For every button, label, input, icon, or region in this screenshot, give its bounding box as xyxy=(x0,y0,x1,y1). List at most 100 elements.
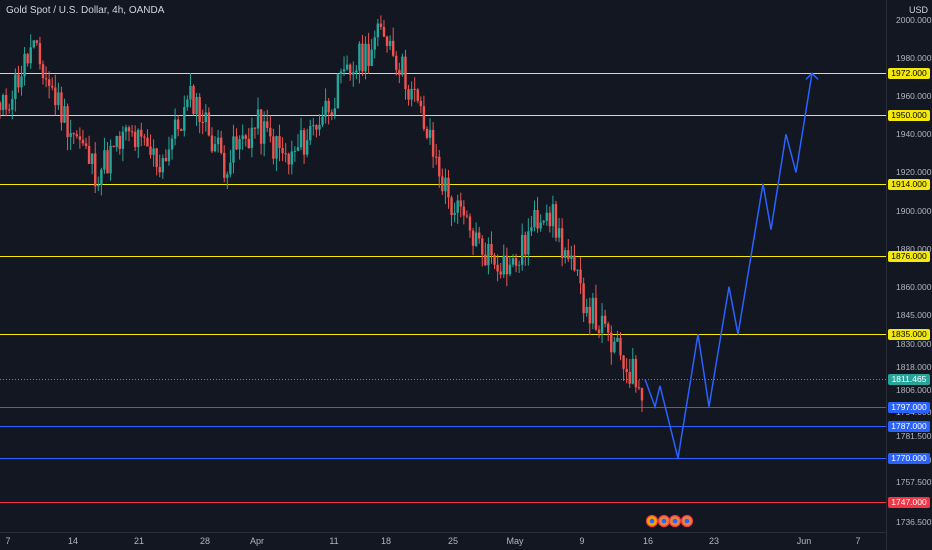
candle-body xyxy=(241,135,244,140)
candle-body xyxy=(564,250,567,258)
candle-body xyxy=(533,210,536,228)
candle-body xyxy=(545,212,548,221)
level-price-tag[interactable]: 1770.000 xyxy=(888,453,930,464)
level-price-tag[interactable]: 1747.000 xyxy=(888,497,930,508)
candle-body xyxy=(391,40,395,56)
symbol-title[interactable]: Gold Spot / U.S. Dollar, 4h, OANDA xyxy=(6,5,165,16)
candle-body xyxy=(542,220,545,223)
level-price-tag[interactable]: 1797.000 xyxy=(888,402,930,413)
time-tick-label: Apr xyxy=(249,536,265,546)
candle-body xyxy=(149,146,152,155)
price-tick-label: 1757.500 xyxy=(896,476,932,487)
candle-body xyxy=(484,254,487,266)
candle-body xyxy=(588,306,591,324)
candle-body xyxy=(192,85,195,115)
candle-body xyxy=(124,127,128,132)
candle-body xyxy=(422,106,426,129)
candle-body xyxy=(20,76,23,88)
candle-body xyxy=(189,85,192,100)
candle-body xyxy=(373,37,376,50)
time-tick-label: Jun xyxy=(796,536,812,546)
projection-path[interactable] xyxy=(644,73,813,459)
candle-body xyxy=(176,119,180,130)
candle-body xyxy=(585,306,588,314)
candle-body xyxy=(4,95,8,110)
candle-body xyxy=(266,121,269,128)
price-tick-label: 1920.000 xyxy=(896,167,932,178)
time-tick-label: 16 xyxy=(642,536,654,546)
candle-body xyxy=(468,216,472,231)
candle-body xyxy=(235,136,238,150)
chart-canvas[interactable]: Gold Spot / U.S. Dollar, 4h, OANDA xyxy=(0,0,886,532)
candle-body xyxy=(321,116,324,125)
candle-body xyxy=(416,89,419,101)
current-price-tag[interactable]: 1811.465 xyxy=(888,374,930,385)
price-tick-label: 1960.000 xyxy=(896,91,932,102)
time-tick-label: 23 xyxy=(708,536,720,546)
candle-body xyxy=(201,121,204,123)
candle-body xyxy=(1,95,5,111)
candle-body xyxy=(450,197,453,216)
candle-body xyxy=(579,269,582,284)
candle-body xyxy=(210,135,214,152)
candle-body xyxy=(213,144,217,152)
candle-body xyxy=(84,143,88,147)
chart-plot[interactable] xyxy=(0,0,886,532)
candle-body xyxy=(462,206,466,216)
candle-body xyxy=(296,147,300,151)
candle-body xyxy=(133,131,137,148)
economic-event-icon-center xyxy=(684,518,690,524)
candle-body xyxy=(628,372,631,384)
price-tick-label: 1781.500 xyxy=(896,431,932,442)
level-price-tag[interactable]: 1972.000 xyxy=(888,68,930,79)
time-axis[interactable] xyxy=(0,532,886,550)
candle-body xyxy=(158,167,161,173)
time-tick-label: 9 xyxy=(579,536,585,546)
candle-body xyxy=(155,148,158,168)
level-price-tag[interactable]: 1950.000 xyxy=(888,110,930,121)
candle-body xyxy=(121,131,125,149)
candle-body xyxy=(143,136,146,138)
candle-body xyxy=(140,129,143,137)
candle-body xyxy=(330,112,333,116)
candle-body xyxy=(465,215,469,217)
candle-body xyxy=(444,177,447,192)
level-price-tag[interactable]: 1787.000 xyxy=(888,421,930,432)
candle-body xyxy=(616,337,619,342)
candle-body xyxy=(438,156,441,177)
candle-body xyxy=(456,200,459,213)
candle-body xyxy=(567,250,570,259)
level-price-tag[interactable]: 1876.000 xyxy=(888,251,930,262)
price-tick-label: 1806.000 xyxy=(896,384,932,395)
candle-body xyxy=(302,130,306,155)
candle-body xyxy=(69,133,72,138)
candle-body xyxy=(309,126,312,141)
candle-body xyxy=(619,337,622,356)
candle-body xyxy=(477,232,481,239)
candle-body xyxy=(348,64,352,75)
candle-body xyxy=(170,138,174,150)
level-price-tag[interactable]: 1914.000 xyxy=(888,179,930,190)
candle-body xyxy=(367,43,370,66)
candle-body xyxy=(75,134,78,137)
candle-body xyxy=(229,162,232,175)
candle-body xyxy=(173,119,177,139)
level-price-tag[interactable]: 1835.000 xyxy=(888,329,930,340)
candle-body xyxy=(223,152,226,178)
time-tick-label: 25 xyxy=(447,536,459,546)
candle-body xyxy=(204,112,208,123)
candle-body xyxy=(112,145,115,148)
candle-body xyxy=(106,150,109,174)
candle-body xyxy=(447,177,450,198)
candle-body xyxy=(216,137,220,145)
candle-body xyxy=(219,137,223,153)
candle-body xyxy=(11,99,14,110)
candle-body xyxy=(453,212,456,216)
candle-body xyxy=(281,147,284,154)
candle-body xyxy=(502,255,505,275)
candle-body xyxy=(253,127,257,129)
candle-body xyxy=(514,258,518,266)
price-axis[interactable]: USD xyxy=(886,0,932,550)
economic-event-icon-center xyxy=(661,518,667,524)
candle-body xyxy=(490,244,493,256)
